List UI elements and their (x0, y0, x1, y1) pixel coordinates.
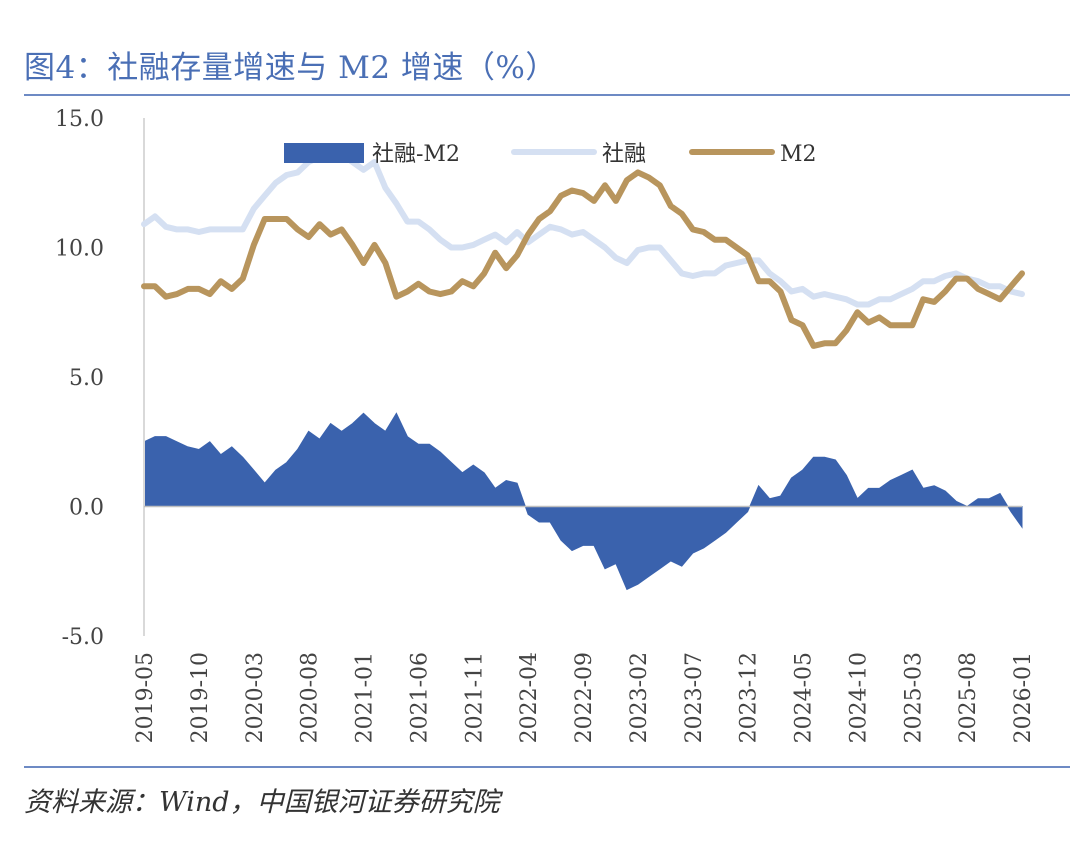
series-diff-area (143, 412, 1023, 591)
y-tick-label: 15.0 (55, 107, 104, 132)
axis-layer (143, 118, 1022, 636)
x-tick-label: 2024-10 (846, 652, 871, 743)
x-tick-label: 2023-07 (682, 652, 707, 743)
legend-label-tsf: 社融 (602, 142, 646, 167)
x-tick-label: 2022-09 (572, 652, 597, 743)
legend-swatch-diff (284, 143, 364, 163)
legend-label-diff: 社融-M2 (372, 142, 460, 167)
series-m2-line (141, 169, 1025, 349)
x-tick-layer: 2019-05 2019-10 2020-03 2020-08 2021-01 2021-… (133, 652, 1036, 743)
chart-title: 图4：社融存量增速与 M2 增速（%） (24, 50, 557, 86)
x-tick-label: 2023-12 (737, 652, 762, 743)
x-tick-label: 2021-01 (353, 652, 378, 743)
legend: 社融-M2 社融 M2 (284, 142, 817, 167)
x-tick-label: 2019-10 (188, 652, 213, 743)
x-tick-label: 2025-03 (901, 652, 926, 743)
x-tick-label: 2026-01 (1011, 652, 1036, 743)
x-tick-label: 2019-05 (133, 652, 158, 743)
x-tick-label: 2025-08 (956, 652, 981, 743)
diff-area-layer (143, 412, 1023, 591)
legend-label-m2: M2 (780, 142, 817, 167)
source-note: 资料来源：Wind，中国银河证券研究院 (24, 787, 500, 818)
y-tick-label: 10.0 (55, 237, 104, 262)
series-tsf-line (141, 148, 1025, 308)
title-rule (24, 94, 1070, 96)
x-tick-label: 2023-02 (627, 652, 652, 743)
y-tick-label: 5.0 (69, 366, 104, 391)
line-layer (141, 148, 1025, 349)
x-tick-label: 2021-11 (462, 652, 487, 743)
source-rule (24, 766, 1070, 768)
x-tick-label: 2021-06 (407, 652, 432, 743)
y-tick-layer: 15.0 10.0 5.0 0.0 -5.0 (55, 107, 104, 650)
x-tick-label: 2024-05 (792, 652, 817, 743)
x-tick-label: 2020-03 (243, 652, 268, 743)
y-tick-label: 0.0 (69, 496, 104, 521)
y-tick-label: -5.0 (62, 625, 104, 650)
x-tick-label: 2020-08 (298, 652, 323, 743)
x-tick-label: 2022-04 (517, 652, 542, 743)
chart-svg: 15.0 10.0 5.0 0.0 -5.0 2019-05 2019-10 2020-03… (55, 107, 1036, 743)
